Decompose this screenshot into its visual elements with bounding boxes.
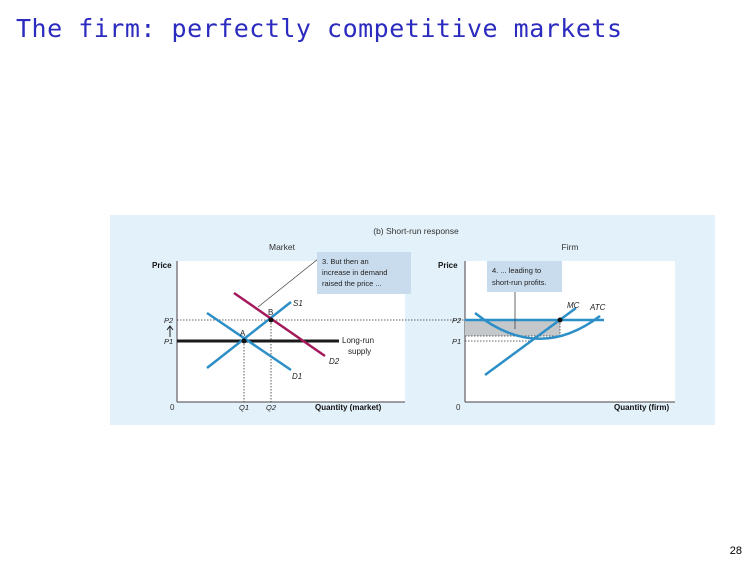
market-p1-label: P1	[164, 337, 173, 346]
firm-y-axis-label: Price	[438, 261, 458, 270]
slide-title: The firm: perfectly competitive markets	[16, 14, 623, 43]
point-a-label: A	[240, 329, 246, 338]
market-p2-label: P2	[164, 316, 174, 325]
atc-label: ATC	[589, 303, 606, 312]
equilibrium-point-a	[241, 338, 247, 344]
demand-label-d1: D1	[292, 372, 302, 381]
firm-origin: 0	[456, 403, 461, 412]
firm-x-axis-label: Quantity (firm)	[614, 403, 669, 412]
market-callout-line2: increase in demand	[322, 268, 387, 277]
supply-label-s1: S1	[293, 299, 303, 308]
firm-panel-title: Firm	[562, 242, 579, 252]
firm-equilibrium-point	[557, 317, 563, 323]
firm-callout-line2: short-run profits.	[492, 278, 547, 287]
market-panel-title: Market	[269, 242, 296, 252]
demand-curve-d2	[233, 291, 326, 358]
point-b-label: B	[268, 308, 273, 317]
long-run-label-line1: Long-run	[342, 336, 374, 345]
market-callout-pointer	[257, 258, 319, 308]
market-callout-line1: 3. But then an	[322, 257, 369, 266]
market-q1-label: Q1	[239, 403, 249, 412]
firm-p1-label: P1	[452, 337, 461, 346]
firm-callout-box	[487, 261, 562, 292]
figure-caption: (b) Short-run response	[373, 226, 459, 236]
price-up-arrow-icon	[166, 325, 174, 337]
market-x-axis-label: Quantity (market)	[315, 403, 382, 412]
supply-curve-s1	[206, 301, 292, 369]
firm-p2-label: P2	[452, 316, 462, 325]
demand-label-d2: D2	[329, 357, 340, 366]
market-callout-line3: raised the price ...	[322, 279, 382, 288]
market-callout-box	[317, 252, 411, 294]
figure-svg: (b) Short-run response Market Firm Price…	[152, 226, 675, 412]
demand-curve-d1	[206, 311, 292, 372]
atc-curve	[474, 312, 601, 340]
market-origin: 0	[170, 403, 175, 412]
long-run-label-line2: supply	[348, 347, 371, 356]
equilibrium-point-b	[268, 317, 274, 323]
mc-label: MC	[567, 301, 580, 310]
short-run-response-figure: (b) Short-run response Market Firm Price…	[110, 215, 715, 425]
firm-callout-line1: 4. ... leading to	[492, 266, 541, 275]
market-y-axis-label: Price	[152, 261, 172, 270]
page-number: 28	[729, 545, 742, 557]
market-q2-label: Q2	[266, 403, 277, 412]
